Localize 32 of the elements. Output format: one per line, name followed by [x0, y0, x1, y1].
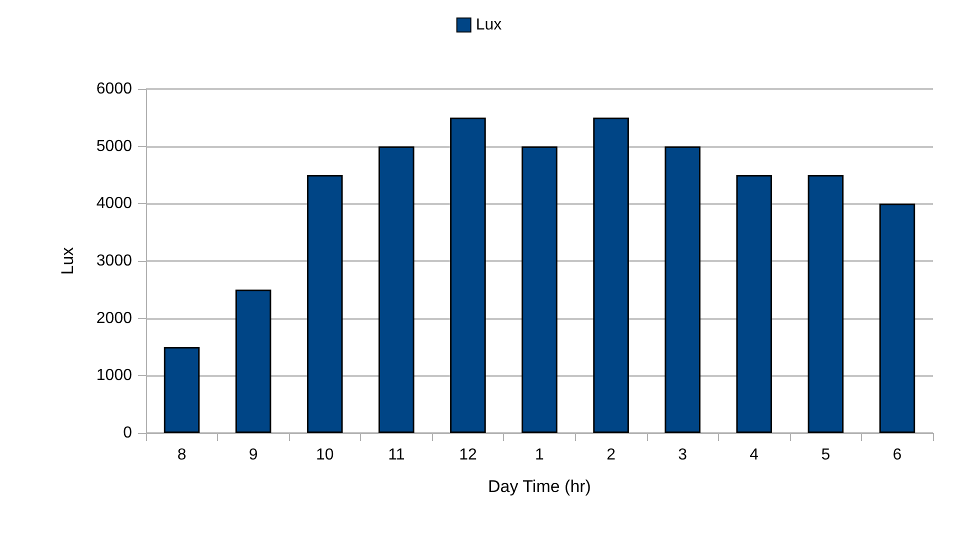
y-tick-label: 2000	[96, 310, 132, 327]
bar	[593, 118, 629, 433]
bar	[235, 290, 272, 433]
x-tick-label: 11	[388, 446, 405, 464]
y-tick-label: 1000	[96, 367, 132, 384]
x-tick-label: 3	[678, 446, 688, 464]
bar	[664, 146, 700, 433]
x-tick-label: 8	[177, 446, 186, 464]
y-tick-label: 5000	[96, 138, 132, 155]
x-tick-label: 5	[821, 446, 830, 464]
y-tick-label: 0	[123, 424, 132, 442]
x-tick-label: 1	[535, 446, 544, 464]
bar	[879, 204, 916, 433]
x-axis-title: Day Time (hr)	[488, 477, 591, 496]
y-axis-title: Lux	[58, 246, 77, 275]
y-tick-label: 6000	[96, 80, 132, 98]
legend-label: Lux	[476, 16, 502, 34]
bar	[450, 118, 486, 433]
bar	[164, 347, 200, 433]
bar	[522, 146, 558, 433]
bar	[378, 146, 414, 433]
bar	[306, 175, 343, 433]
y-tick-label: 4000	[96, 195, 132, 212]
x-tick-label: 10	[316, 446, 334, 464]
x-tick-label: 6	[892, 446, 902, 464]
x-tick-label: 4	[750, 446, 759, 464]
y-tick-label: 3000	[96, 252, 132, 270]
bar	[808, 175, 844, 433]
bar	[736, 175, 772, 433]
x-tick-label: 9	[248, 446, 258, 464]
x-tick-label: 12	[459, 446, 477, 464]
x-tick-label: 2	[606, 446, 616, 464]
